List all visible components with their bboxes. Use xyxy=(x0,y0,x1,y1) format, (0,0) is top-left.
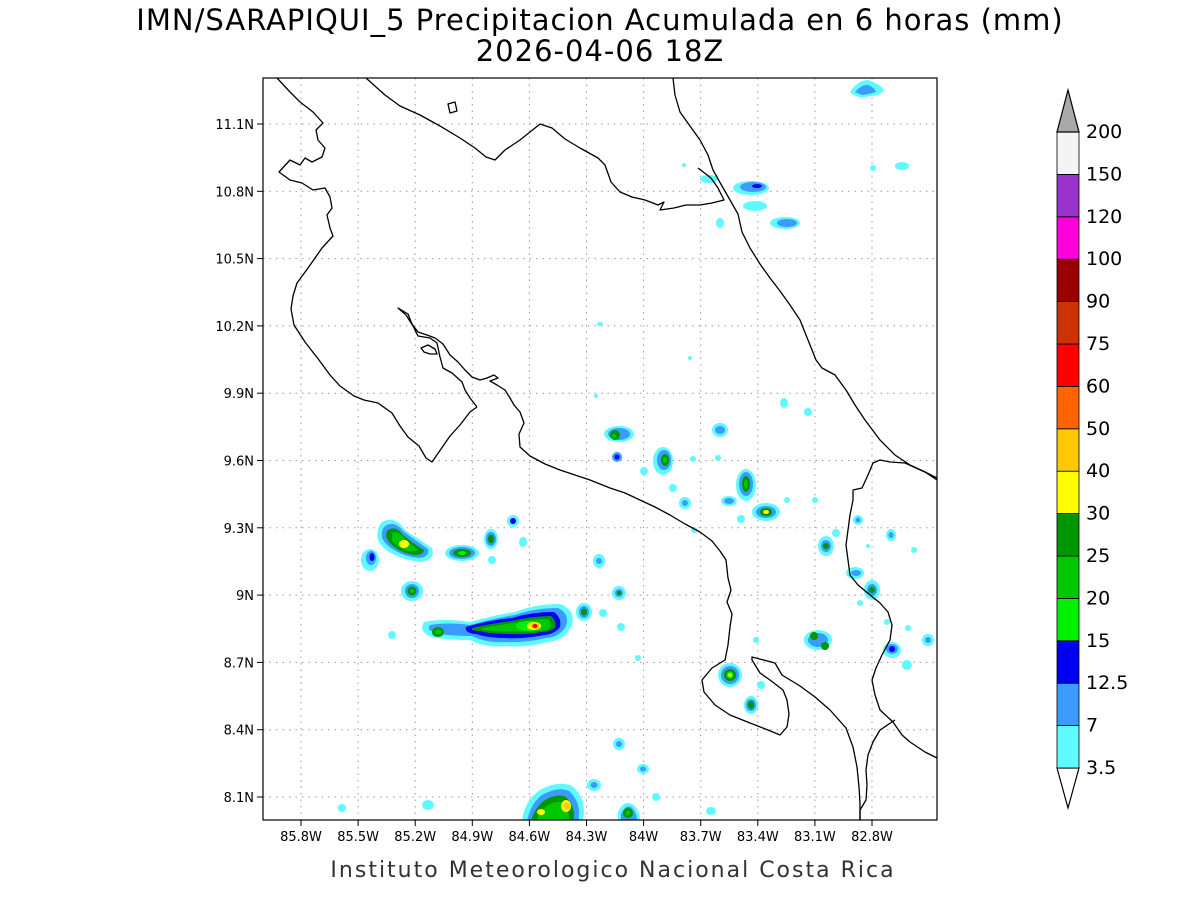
map-background xyxy=(263,78,937,820)
precip-cluster-caribbean xyxy=(594,322,818,533)
x-tick-label: 83.7W xyxy=(680,830,722,845)
border-panama xyxy=(845,459,937,759)
coastline-lake-nicaragua-island xyxy=(447,101,458,114)
coastlines xyxy=(276,78,937,820)
colorbar-label: 30 xyxy=(1086,503,1110,525)
y-tick-label: 9.9N xyxy=(224,387,254,402)
coastline-gulf-nicoya xyxy=(397,307,861,820)
x-tick-label: 84.3W xyxy=(566,830,608,845)
colorbar-label: 90 xyxy=(1086,291,1110,313)
precipitation-colorbar: 3.5 7 12.5 15 20 25 30 40 50 60 75 90 100 120 150 200 xyxy=(1056,87,1128,811)
x-tick-label: 85.5W xyxy=(337,830,379,845)
colorbar-swatch xyxy=(1056,640,1080,684)
y-tick-label: 8.4N xyxy=(224,724,254,739)
coastline-panama-south xyxy=(859,719,896,820)
colorbar-swatch xyxy=(1056,513,1080,557)
colorbar-swatch xyxy=(1056,258,1080,303)
colorbar-swatch xyxy=(1056,682,1080,727)
y-tick-label: 8.7N xyxy=(224,656,254,671)
x-tick-label: 85.2W xyxy=(394,830,436,845)
x-tick-label: 85.8W xyxy=(280,830,322,845)
y-tick-label: 10.8N xyxy=(215,185,254,200)
colorbar-swatch xyxy=(1056,428,1080,472)
x-tick-label: 83.1W xyxy=(794,830,836,845)
colorbar-swatch xyxy=(1056,131,1080,175)
colorbar-swatch xyxy=(1056,555,1080,599)
colorbar-label: 12.5 xyxy=(1086,672,1128,694)
colorbar-label: 40 xyxy=(1086,460,1110,482)
colorbar-label: 50 xyxy=(1086,418,1110,440)
colorbar-swatch xyxy=(1056,385,1080,430)
coastline-north-pacific-nicaragua xyxy=(276,78,478,463)
colorbar-low-triangle xyxy=(1056,767,1080,811)
y-tick-label: 9N xyxy=(236,589,254,604)
x-tick-label: 83.4W xyxy=(737,830,779,845)
y-tick-label: 9.6N xyxy=(224,455,254,470)
x-tick-label: 84.6W xyxy=(508,830,550,845)
colorbar-label: 60 xyxy=(1086,375,1110,397)
map-frame xyxy=(262,77,938,821)
colorbar-label: 15 xyxy=(1086,630,1110,652)
credit-text: Instituto Meteorologico Nacional Costa R… xyxy=(330,858,895,883)
y-tick-label: 9.3N xyxy=(224,522,254,537)
colorbar-label: 200 xyxy=(1086,121,1122,143)
coastline-lake-nicaragua xyxy=(365,78,725,211)
x-tick-label: 84W xyxy=(629,830,659,845)
colorbar-label: 20 xyxy=(1086,587,1110,609)
x-tick-label: 84.9W xyxy=(451,830,493,845)
x-tick-label: 82.8W xyxy=(851,830,893,845)
colorbar-label: 25 xyxy=(1086,545,1110,567)
precip-cluster-south xyxy=(587,515,934,815)
precip-cluster-nicoya xyxy=(338,515,527,812)
precip-cluster-north-sea xyxy=(682,80,909,229)
colorbar-swatch xyxy=(1056,301,1080,345)
colorbar-swatch xyxy=(1056,173,1080,218)
colorbar-label: 75 xyxy=(1086,333,1110,355)
colorbar-swatch xyxy=(1056,598,1080,642)
colorbar-label: 120 xyxy=(1086,206,1122,228)
precip-cluster-bottom-edge xyxy=(522,783,640,820)
y-tick-label: 11.1N xyxy=(215,118,254,133)
map-axis-ticks: 85.8W 85.5W 85.2W 84.9W 84.6W 84.3W 84W 83.7W 83… xyxy=(215,118,893,845)
colorbar-label: 150 xyxy=(1086,163,1122,185)
coastline-gulf-nicoya-island xyxy=(420,344,438,355)
precipitation-field xyxy=(338,80,934,820)
map-subtitle-date: 2026-04-06 18Z xyxy=(476,34,725,68)
coastline-caribbean xyxy=(672,78,937,481)
colorbar-high-triangle xyxy=(1056,87,1080,133)
colorbar-label: 3.5 xyxy=(1086,757,1116,779)
colorbar-swatch xyxy=(1056,343,1080,387)
y-tick-label: 10.5N xyxy=(215,253,254,268)
y-tick-label: 8.1N xyxy=(224,791,254,806)
colorbar-swatch xyxy=(1056,470,1080,515)
colorbar-swatch xyxy=(1056,725,1080,769)
colorbar-label: 7 xyxy=(1086,715,1098,737)
map-title: IMN/SARAPIQUI_5 Precipitacion Acumulada … xyxy=(136,3,1063,37)
y-tick-label: 10.2N xyxy=(215,320,254,335)
map-panel: 85.8W 85.5W 85.2W 84.9W 84.6W 84.3W 84W 83.7W 83… xyxy=(215,77,938,845)
colorbar-label: 100 xyxy=(1086,248,1122,270)
precip-cluster-central-pacific xyxy=(422,554,641,661)
colorbar-swatch xyxy=(1056,216,1080,260)
